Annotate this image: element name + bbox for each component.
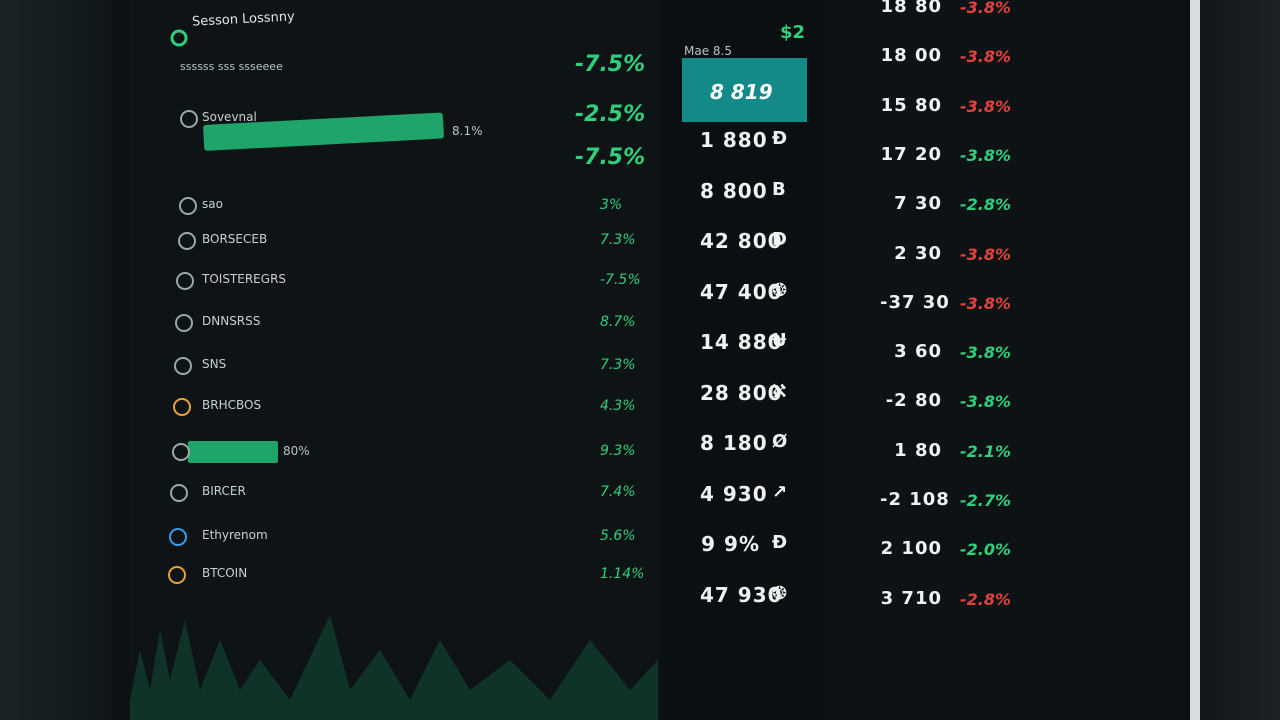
change: -2.7% — [960, 491, 1012, 510]
price: 47 930 — [700, 582, 783, 607]
price: -37 30 — [880, 291, 950, 313]
price: 9 9% — [701, 532, 760, 556]
price: 2 30 — [894, 242, 942, 264]
logo — [170, 29, 188, 47]
change: -2.1% — [960, 441, 1012, 461]
coin-change: 8.7% — [600, 314, 636, 330]
coin-name: Sovevnal — [202, 110, 257, 124]
change: -3.8% — [960, 0, 1012, 17]
coin-change: 4.3% — [600, 398, 636, 414]
change-value: -2.5% — [575, 102, 646, 127]
decor — [130, 29, 658, 720]
coin-change: 1.14% — [600, 566, 645, 582]
change: -3.8% — [960, 392, 1012, 412]
price-mark: Ð — [772, 532, 789, 553]
coin-change: 3% — [600, 197, 623, 213]
price: 18 00 — [880, 45, 942, 67]
price: 28 800 — [700, 380, 783, 405]
coin-change: -7.5% — [600, 272, 641, 288]
coin-name: sao — [202, 197, 223, 211]
coin-icon — [180, 110, 198, 128]
coin-change: 9.3% — [600, 443, 636, 459]
price: 1 80 — [894, 439, 942, 461]
change: -2.0% — [960, 540, 1012, 560]
price: 8 800 — [700, 178, 768, 203]
price-mark: ↗ — [772, 481, 789, 503]
change-panel — [830, 0, 1130, 720]
price-mark: ❂ — [772, 582, 789, 604]
change: -3.8% — [960, 145, 1012, 165]
change-value: -7.5% — [575, 52, 646, 77]
price-mark: Ø — [772, 431, 789, 452]
sparkline — [130, 615, 658, 720]
tag: $2 — [780, 22, 806, 43]
price-mark: D — [772, 229, 788, 250]
progress-bar — [203, 112, 444, 151]
price-panel: Mae 8.5 $2 8 819 — [662, 0, 825, 720]
column-header: Mae 8.5 — [684, 44, 732, 58]
price: 42 800 — [700, 229, 783, 253]
change: -2.8% — [960, 195, 1012, 215]
price: -2 108 — [880, 489, 950, 510]
coin-icon — [169, 528, 188, 546]
coin-change: 7.3% — [600, 232, 636, 248]
coin-icon — [171, 443, 190, 461]
coin-icon — [177, 232, 196, 250]
price: 17 20 — [880, 143, 942, 165]
coin-name: BORSECEB — [202, 232, 268, 246]
change: -3.8% — [960, 244, 1012, 264]
price: 3 60 — [894, 341, 942, 363]
price: 8 180 — [700, 431, 768, 455]
change: -3.8% — [960, 96, 1012, 116]
change: -3.8% — [960, 343, 1012, 363]
coin-change: 7.3% — [600, 357, 636, 373]
coin-name: DNNSRSS — [202, 314, 261, 328]
coin-icon — [168, 566, 186, 584]
change-value: -7.5% — [575, 145, 646, 170]
change: -2.8% — [960, 589, 1012, 609]
price: 3 710 — [880, 587, 942, 609]
coin-icon — [170, 484, 189, 502]
coin-name: BIRCER — [202, 484, 246, 498]
price: 14 880 — [700, 330, 783, 354]
price: 47 400 — [700, 279, 783, 304]
price-mark: ❂ — [772, 279, 789, 301]
bar-label: 80% — [283, 444, 310, 458]
subtitle: ssssss sss ssseeee — [180, 60, 283, 73]
price: -2 80 — [885, 390, 942, 412]
change: -3.8% — [960, 293, 1012, 313]
price-mark: ℵ — [772, 380, 788, 402]
price: 1 880 — [700, 128, 768, 152]
coin-icon — [174, 357, 192, 375]
highlight-box: 8 819 — [682, 58, 807, 122]
price: 2 100 — [880, 538, 942, 560]
progress-bar — [188, 441, 278, 463]
highlight-price: 8 819 — [710, 80, 773, 104]
coin-change: 7.4% — [600, 484, 636, 500]
coin-name: BRHCBOS — [202, 398, 262, 412]
coin-change: 5.6% — [600, 528, 636, 544]
price: 4 930 — [700, 481, 768, 506]
change: -3.8% — [960, 47, 1012, 67]
price-mark: Ð — [772, 128, 789, 149]
coin-name: BTCOIN — [202, 566, 248, 580]
coin-icon — [176, 272, 195, 290]
coin-name: SNS — [202, 357, 227, 371]
price: 18 80 — [880, 0, 942, 17]
coin-icon — [175, 314, 194, 332]
price-mark: Ʉ — [772, 330, 788, 351]
bar-label: 8.1% — [452, 124, 483, 138]
coin-name: TOISTEREGRS — [202, 272, 287, 286]
left-panel: Sesson Lossnny ssssss sss ssseeee — [130, 0, 658, 720]
price-mark: B — [772, 178, 787, 200]
coin-icon — [178, 197, 197, 215]
monitor-edge — [1190, 0, 1200, 720]
coin-name: Ethyrenom — [202, 528, 268, 542]
price: 7 30 — [894, 193, 942, 215]
price: 15 80 — [880, 94, 942, 116]
coin-icon — [172, 398, 191, 416]
